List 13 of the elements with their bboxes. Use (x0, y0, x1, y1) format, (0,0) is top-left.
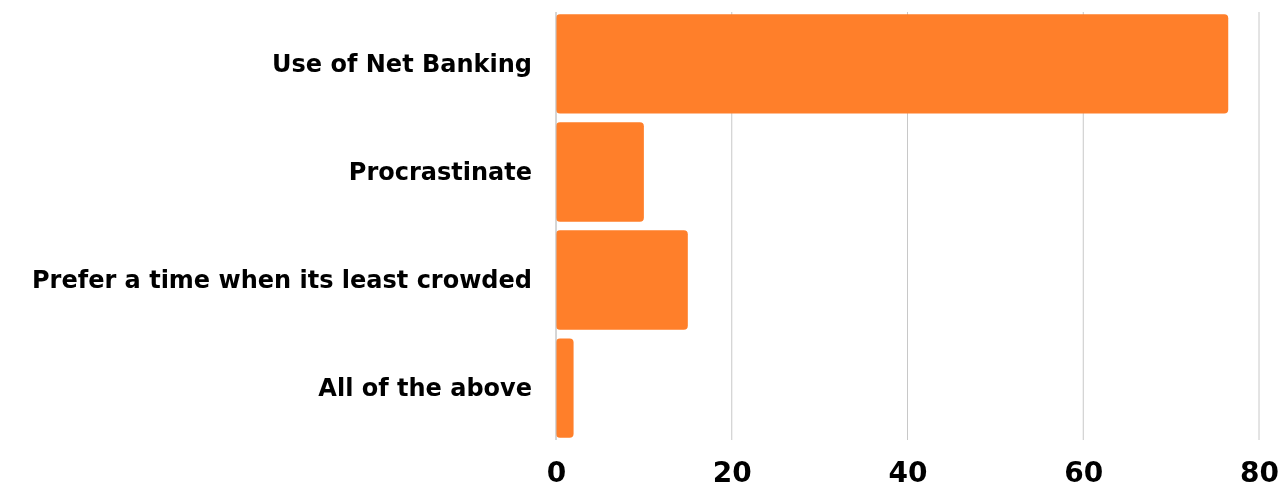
bar (556, 14, 1229, 114)
y-tick-label: Procrastinate (348, 157, 532, 186)
bar (556, 122, 644, 222)
bar (556, 338, 574, 438)
y-tick-label: All of the above (318, 373, 532, 402)
x-tick-label: 40 (888, 455, 928, 489)
x-tick-label: 80 (1240, 455, 1279, 489)
bar (556, 230, 688, 330)
x-tick-label: 60 (1064, 455, 1104, 489)
x-tick-label: 20 (712, 455, 752, 489)
y-tick-label: Use of Net Banking (272, 49, 532, 78)
x-tick-label: 0 (546, 455, 567, 489)
y-tick-label: Prefer a time when its least crowded (32, 265, 532, 294)
